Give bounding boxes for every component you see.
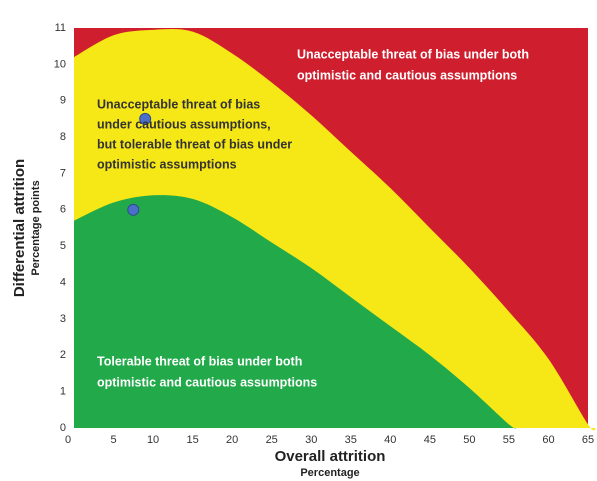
region-annotation: optimistic and cautious assumptions bbox=[97, 375, 317, 389]
data-point bbox=[127, 203, 140, 216]
x-tick-label: 45 bbox=[424, 434, 436, 446]
y-tick-label: 1 bbox=[60, 386, 66, 398]
x-tick-label: 30 bbox=[305, 434, 317, 446]
x-axis-label: Overall attrition bbox=[275, 448, 386, 465]
y-tick-label: 9 bbox=[60, 95, 66, 107]
x-tick-label: 55 bbox=[503, 434, 515, 446]
x-tick-label: 25 bbox=[266, 434, 278, 446]
x-tick-label: 0 bbox=[65, 434, 71, 446]
region-area bbox=[74, 195, 517, 429]
region-annotation: optimistic and cautious assumptions bbox=[297, 68, 517, 82]
x-tick-label: 35 bbox=[345, 434, 357, 446]
region-annotation: under cautious assumptions, bbox=[97, 117, 271, 131]
y-tick-label: 2 bbox=[60, 349, 66, 361]
x-axis-sublabel: Percentage bbox=[300, 467, 359, 479]
region-annotation: Unacceptable threat of bias under both bbox=[297, 47, 529, 61]
region-annotation: optimistic assumptions bbox=[97, 157, 237, 171]
x-tick-label: 50 bbox=[463, 434, 475, 446]
y-tick-label: 3 bbox=[60, 313, 66, 325]
y-tick-label: 0 bbox=[60, 422, 66, 434]
x-tick-label: 65 bbox=[582, 434, 594, 446]
region-annotation: Unacceptable threat of bias bbox=[97, 97, 260, 111]
y-tick-label: 6 bbox=[60, 204, 66, 216]
x-tick-label: 40 bbox=[384, 434, 396, 446]
x-tick-label: 5 bbox=[110, 434, 116, 446]
y-tick-label: 4 bbox=[60, 276, 66, 288]
data-point bbox=[139, 112, 152, 125]
y-axis-label: Differential attrition bbox=[11, 159, 28, 297]
x-tick-label: 15 bbox=[186, 434, 198, 446]
y-tick-label: 7 bbox=[60, 167, 66, 179]
y-tick-label: 5 bbox=[60, 240, 66, 252]
y-tick-label: 8 bbox=[60, 131, 66, 143]
region-annotation: but tolerable threat of bias under bbox=[97, 137, 292, 151]
y-axis-sublabel: Percentage points bbox=[30, 180, 42, 275]
x-tick-label: 10 bbox=[147, 434, 159, 446]
x-tick-label: 60 bbox=[542, 434, 554, 446]
y-tick-label: 10 bbox=[54, 58, 66, 70]
region-annotation: Tolerable threat of bias under both bbox=[97, 354, 302, 368]
x-tick-label: 20 bbox=[226, 434, 238, 446]
y-tick-label: 11 bbox=[55, 22, 66, 34]
